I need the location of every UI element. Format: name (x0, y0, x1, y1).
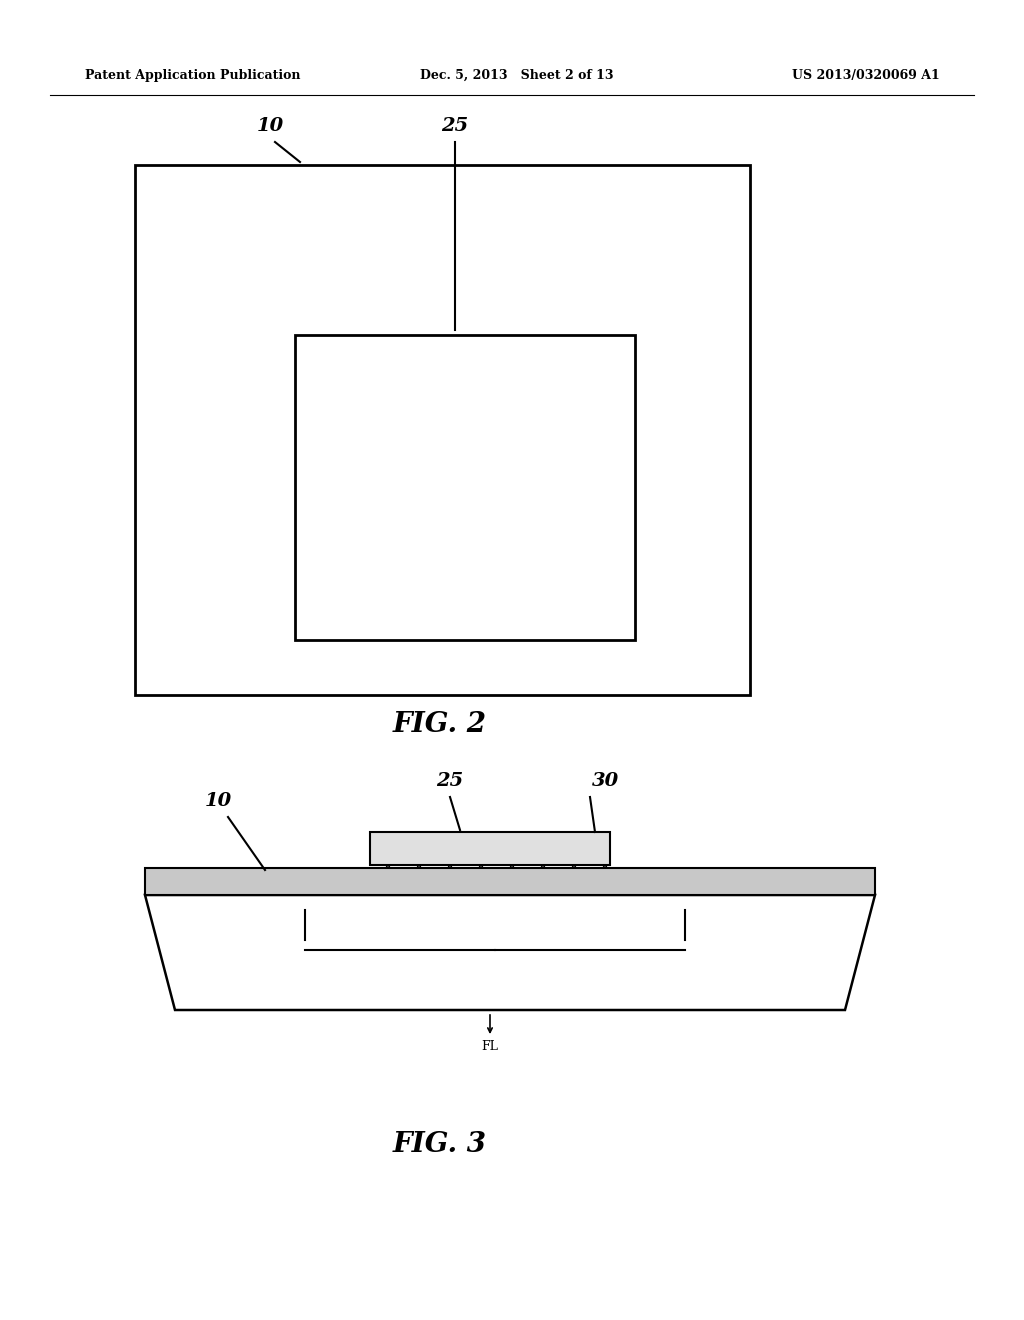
Bar (295, 335, 635, 640)
Polygon shape (145, 895, 874, 1010)
Text: FIG. 3: FIG. 3 (393, 1131, 487, 1159)
Text: 10: 10 (256, 117, 284, 135)
Circle shape (572, 865, 575, 867)
Text: 30: 30 (592, 772, 620, 789)
Bar (145, 869, 874, 895)
Bar (135, 165, 750, 696)
Circle shape (449, 865, 452, 867)
Text: Patent Application Publication: Patent Application Publication (85, 69, 300, 82)
Circle shape (604, 865, 606, 867)
Text: FIG. 2: FIG. 2 (393, 711, 487, 738)
Bar (370, 832, 610, 865)
Text: 25: 25 (441, 117, 469, 135)
Circle shape (511, 865, 513, 867)
Circle shape (479, 865, 482, 867)
Text: FL: FL (481, 1040, 499, 1053)
Text: Dec. 5, 2013   Sheet 2 of 13: Dec. 5, 2013 Sheet 2 of 13 (420, 69, 613, 82)
Text: US 2013/0320069 A1: US 2013/0320069 A1 (793, 69, 940, 82)
Circle shape (387, 865, 389, 867)
Circle shape (418, 865, 420, 867)
Text: C: C (485, 979, 495, 993)
Text: 10: 10 (205, 792, 231, 810)
Text: 25: 25 (436, 772, 464, 789)
Circle shape (542, 865, 545, 867)
